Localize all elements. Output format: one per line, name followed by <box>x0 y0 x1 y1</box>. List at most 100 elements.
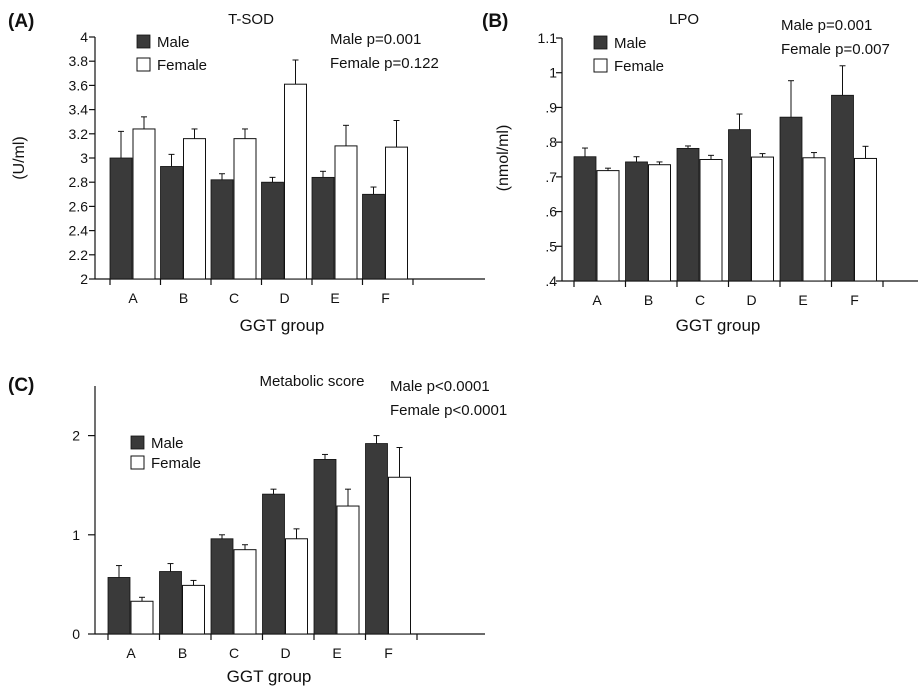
bar-female-b <box>183 138 206 280</box>
y-tick-label: .6 <box>545 204 557 220</box>
legend-swatch-male <box>130 435 145 450</box>
panel-c: (C) Metabolic score Male p<0.0001 Female p<… <box>8 373 507 686</box>
bar-female-d <box>285 538 308 635</box>
x-tick-label: D <box>280 645 290 661</box>
bar-female-a <box>130 600 154 635</box>
legend-swatch-male <box>136 34 151 49</box>
x-tick-label: D <box>746 292 756 308</box>
bar-female-b <box>648 164 671 282</box>
chart-title: Metabolic score <box>259 373 364 390</box>
p-value-annotation: Female p=0.122 <box>330 55 439 72</box>
p-value-annotation: Male p<0.0001 <box>390 378 490 395</box>
bar-male-c <box>676 147 700 282</box>
bar-female-f <box>388 476 411 635</box>
y-tick-label: .4 <box>545 273 557 289</box>
y-tick-label: 4 <box>80 29 88 45</box>
x-tick-label: C <box>695 292 705 308</box>
bar-male-a <box>107 577 131 635</box>
bar-male-c <box>210 538 234 635</box>
bar-male-a <box>109 157 133 280</box>
bar-female-b <box>182 584 205 635</box>
bar-male-f <box>831 94 854 282</box>
chart-title: T-SOD <box>228 11 274 28</box>
bar-female-e <box>336 505 360 635</box>
y-tick-label: 2.8 <box>69 174 89 190</box>
x-tick-label: A <box>592 292 602 308</box>
panel-letter: (C) <box>8 375 34 396</box>
legend-label-female: Female <box>614 58 664 75</box>
legend-label-male: Male <box>151 435 184 452</box>
legend-swatch-male <box>593 35 608 50</box>
legend-label-male: Male <box>157 34 190 51</box>
bar-female-c <box>233 138 257 280</box>
x-axis-label: GGT group <box>240 316 325 335</box>
y-tick-label: 3.6 <box>69 77 89 93</box>
bar-male-d <box>261 181 284 280</box>
y-tick-label: .9 <box>545 99 557 115</box>
legend-label-male: Male <box>614 35 647 52</box>
bar-female-c <box>699 159 723 282</box>
panel-a: (A) T-SOD Male p=0.001 Female p=0.122 2 2.2 2.… <box>8 11 485 335</box>
x-tick-label: D <box>279 290 289 306</box>
y-tick-label: 1 <box>72 527 80 543</box>
y-tick-label: .5 <box>545 238 557 254</box>
x-tick-label: E <box>798 292 807 308</box>
y-tick-label: .8 <box>545 134 557 150</box>
p-value-annotation: Male p=0.001 <box>781 17 872 34</box>
y-tick-label: 3 <box>80 150 88 166</box>
bar-male-e <box>311 176 335 280</box>
y-tick-label: 3.2 <box>69 126 89 142</box>
bar-male-d <box>262 493 285 635</box>
x-tick-label: C <box>229 290 239 306</box>
bar-female-d <box>751 156 774 282</box>
x-tick-label: E <box>330 290 339 306</box>
bar-female-c <box>233 549 257 635</box>
y-tick-label: 3.4 <box>69 102 89 118</box>
bar-female-e <box>334 145 358 280</box>
panel-letter: (A) <box>8 11 34 32</box>
bar-male-b <box>159 571 182 635</box>
y-tick-label: 1 <box>549 65 557 81</box>
bar-male-b <box>160 166 183 280</box>
bar-male-d <box>728 129 751 282</box>
bar-female-e <box>802 157 826 282</box>
bar-male-e <box>313 459 337 635</box>
panel-b: (B) LPO Male p=0.001 Female p=0.007 .4 .5 .6 .7… <box>482 11 918 335</box>
y-tick-label: 2 <box>80 271 88 287</box>
x-axis-label: GGT group <box>676 316 761 335</box>
x-tick-label: A <box>128 290 138 306</box>
legend-label-female: Female <box>157 57 207 74</box>
p-value-annotation: Female p<0.0001 <box>390 402 507 419</box>
bar-male-f <box>365 443 388 635</box>
y-tick-label: 1.1 <box>538 30 558 46</box>
x-axis-label: GGT group <box>227 667 312 686</box>
x-tick-label: B <box>644 292 653 308</box>
bar-male-f <box>362 193 385 280</box>
x-tick-label: E <box>332 645 341 661</box>
y-tick-label: 2.6 <box>69 198 89 214</box>
x-tick-label: B <box>179 290 188 306</box>
y-tick-label: 2 <box>72 428 80 444</box>
bar-female-a <box>596 170 620 282</box>
x-tick-label: A <box>126 645 136 661</box>
legend-swatch-female <box>130 455 145 470</box>
y-tick-label: 0 <box>72 626 80 642</box>
y-axis-label: (nmol/ml) <box>495 125 512 192</box>
bar-female-f <box>385 146 408 280</box>
y-axis-label: (U/ml) <box>11 136 28 180</box>
y-tick-label: .7 <box>545 169 557 185</box>
x-tick-label: F <box>850 292 859 308</box>
p-value-annotation: Male p=0.001 <box>330 31 421 48</box>
legend-swatch-female <box>136 57 151 72</box>
y-tick-label: 2.2 <box>69 247 89 263</box>
x-tick-label: B <box>178 645 187 661</box>
bar-male-a <box>573 156 597 282</box>
bar-male-c <box>210 179 234 280</box>
y-tick-label: 3.8 <box>69 53 89 69</box>
x-tick-label: F <box>381 290 390 306</box>
panel-letter: (B) <box>482 11 508 32</box>
bar-female-a <box>132 128 156 280</box>
bar-male-b <box>625 161 648 282</box>
bar-male-e <box>779 116 803 282</box>
